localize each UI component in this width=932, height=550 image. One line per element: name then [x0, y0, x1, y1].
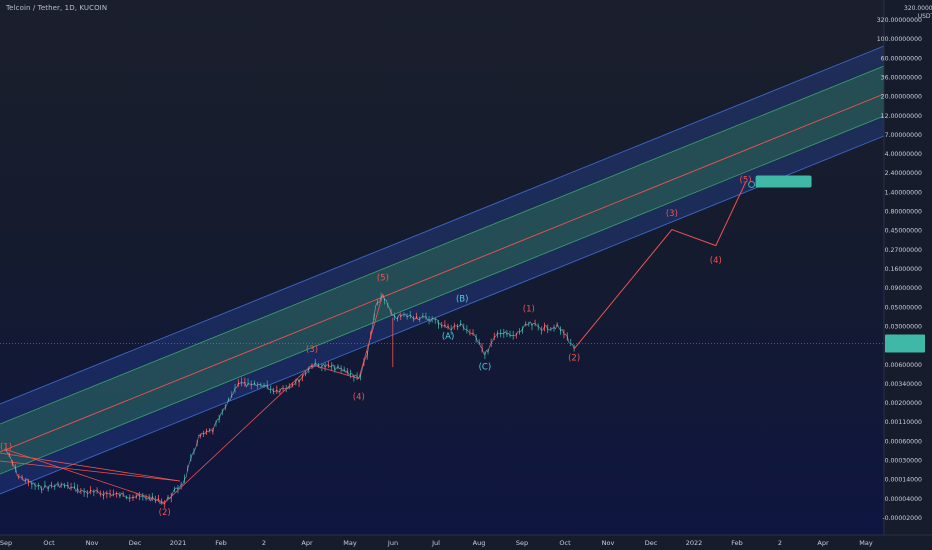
- price-tick-label: 0.00200000: [885, 400, 922, 407]
- regression-channel: [0, 45, 885, 495]
- time-tick-label: Feb: [731, 539, 743, 547]
- outer-band-upper: [0, 45, 885, 405]
- descending-trendline: [0, 460, 181, 482]
- symbol-title: Telcoin / Tether, 1D, KUCOIN: [6, 4, 108, 12]
- wave-label: (4): [353, 393, 365, 403]
- time-tick-label: Feb: [215, 539, 227, 547]
- price-tick-label: 0.16000000: [885, 266, 922, 273]
- wave-label: (1): [523, 304, 535, 314]
- inner-band-upper: [0, 65, 885, 425]
- time-tick-label: 2022: [686, 539, 703, 547]
- price-axis[interactable]: 320.00000000 100.00000000 60.00000000 36.00…: [0, 0, 932, 535]
- price-tick-label: 7.00000000: [885, 132, 922, 139]
- price-tick-label: 0.09000000: [885, 285, 922, 292]
- wave-count-line: [5, 293, 384, 504]
- time-tick-label: 2021: [170, 539, 187, 547]
- wave-label: (B): [456, 295, 468, 305]
- time-tick-label: Oct: [43, 539, 55, 547]
- time-tick-label: Apr: [817, 539, 829, 547]
- outer-band-fill: [0, 46, 884, 494]
- time-tick-label: Aug: [473, 539, 486, 547]
- price-tick-label: 0.00014000: [885, 477, 922, 484]
- price-tick-label: 4.00000000: [885, 151, 922, 158]
- time-axis-bg: [0, 535, 932, 550]
- current-price-box: [885, 334, 925, 353]
- price-tick-label: 0.80000000: [885, 209, 922, 216]
- time-tick-label: Jun: [387, 539, 398, 547]
- time-tick-label: Dec: [645, 539, 658, 547]
- wave-label: (C): [479, 363, 492, 373]
- wave-label: (3): [306, 345, 318, 355]
- time-tick-label: Sep: [516, 539, 528, 547]
- trend-centre-line: [0, 93, 885, 453]
- time-tick-label: Apr: [301, 539, 313, 547]
- time-tick-label: Nov: [602, 539, 615, 547]
- time-tick-label: Oct: [559, 539, 571, 547]
- projection-line: [573, 182, 747, 350]
- time-tick-label: May: [343, 539, 357, 547]
- wave-label: (A): [442, 332, 454, 342]
- price-tick-label: 0.27000000: [885, 247, 922, 254]
- price-series: [5, 292, 575, 508]
- price-tick-label: 1.40000000: [885, 189, 922, 196]
- price-axis-bg: [884, 0, 932, 535]
- time-tick-label: 2: [778, 539, 782, 547]
- price-tick-label: 60.00000000: [881, 55, 922, 62]
- price-tick-label: 0.45000000: [885, 228, 922, 235]
- wave-label: (2): [568, 354, 580, 364]
- wave-label: (1): [0, 443, 12, 453]
- price-tick-label: 20.00000000: [881, 94, 922, 101]
- wave-labels: (1) (2) (3) (4) (5) (A) (B) (C) (1) (2) (3) (4) (5): [0, 175, 752, 518]
- price-tick-label: -0.00002000: [882, 515, 922, 522]
- projection-path: [5, 175, 812, 504]
- price-tick-label: 0.00600000: [885, 362, 922, 369]
- wave-label: (2): [159, 508, 171, 518]
- wave-label: (3): [666, 209, 678, 219]
- time-tick-label: 2: [262, 539, 266, 547]
- time-tick-label: Dec: [129, 539, 142, 547]
- price-tick-label: 36.00000000: [881, 74, 922, 81]
- price-tick-label: 0.00340000: [885, 381, 922, 388]
- target-marker: [748, 181, 756, 188]
- target-box: [755, 175, 812, 188]
- time-tick-label: Sep: [0, 539, 12, 547]
- time-axis[interactable]: Sep Oct Nov Dec 2021 Feb 2 Apr May Jun Jul Aug Sep Oc…: [0, 534, 932, 550]
- price-tick-label: 0.00110000: [885, 419, 922, 426]
- price-tick-label: 0.03000000: [885, 323, 922, 330]
- time-tick-label: Jul: [431, 539, 440, 547]
- price-tick-label: 320.00000000: [877, 17, 922, 24]
- price-unit: 320.00000000 USDT: [904, 5, 932, 21]
- price-tick-label: 100.00000000: [877, 36, 922, 43]
- price-tick-label: 0.00004000: [885, 496, 922, 503]
- price-tick-label: 12.00000000: [881, 113, 922, 120]
- time-tick-label: Nov: [86, 539, 99, 547]
- wave-label: (5): [377, 273, 389, 283]
- price-tick-label: 2.40000000: [885, 170, 922, 177]
- inner-band-fill: [0, 66, 884, 474]
- unit-bottom: USDT: [917, 13, 932, 20]
- outer-band-lower: [0, 135, 885, 495]
- unit-top: 320.00000000: [904, 5, 932, 12]
- price-tick-label: 0.05000000: [885, 304, 922, 311]
- time-tick-label: May: [859, 539, 873, 547]
- wave-label: (5): [740, 175, 752, 185]
- price-tick-label: 0.00030000: [885, 458, 922, 465]
- wave-label: (4): [710, 256, 722, 266]
- price-line: [5, 293, 575, 505]
- inner-band-lower: [0, 115, 885, 475]
- price-tick-label: 0.00060000: [885, 438, 922, 445]
